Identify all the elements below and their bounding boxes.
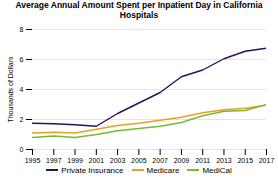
svg-text:2015: 2015: [237, 157, 253, 164]
svg-text:2001: 2001: [89, 157, 105, 164]
html-text:Average Annual Amount Spent pe: Average Annual Amount Spent per Inpatien…: [15, 0, 263, 20]
svg-text:2: 2: [20, 115, 24, 122]
svg-text:Thousands of Dollars: Thousands of Dollars: [7, 55, 14, 122]
svg-text:0: 0: [20, 145, 24, 152]
svg-text:2017: 2017: [259, 157, 275, 164]
svg-text:2009: 2009: [174, 157, 190, 164]
svg-text:2005: 2005: [131, 157, 147, 164]
svg-text:2013: 2013: [216, 157, 232, 164]
svg-text:4: 4: [20, 85, 24, 92]
svg-text:1995: 1995: [25, 157, 41, 164]
svg-text:2007: 2007: [152, 157, 168, 164]
svg-text:8: 8: [20, 25, 24, 32]
html-text:MediCal: MediCal: [202, 165, 232, 175]
svg-text:2003: 2003: [110, 157, 126, 164]
html-text:Private Insurance: Private Insurance: [61, 165, 124, 175]
svg-text:6: 6: [20, 55, 24, 62]
svg-text:1999: 1999: [67, 157, 83, 164]
svg-text:1997: 1997: [46, 157, 62, 164]
svg-text:2011: 2011: [195, 157, 210, 164]
html-text:Medicare: Medicare: [146, 165, 180, 175]
